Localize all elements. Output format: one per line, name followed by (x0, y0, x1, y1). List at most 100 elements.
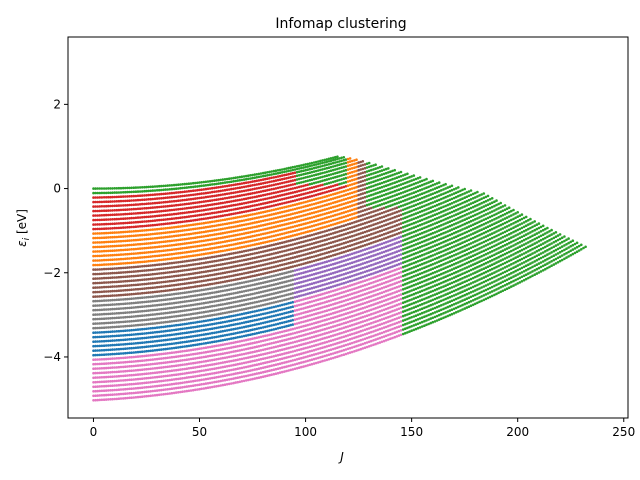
data-point (297, 189, 301, 193)
data-point (370, 164, 373, 168)
data-point (200, 275, 203, 279)
data-point (132, 216, 136, 220)
data-point (181, 247, 184, 250)
data-point (147, 193, 150, 197)
data-point (196, 192, 199, 196)
data-point (255, 195, 259, 198)
data-point (291, 216, 295, 220)
data-point (202, 213, 206, 216)
data-point (204, 187, 208, 191)
data-point (300, 240, 303, 244)
data-point (96, 196, 99, 199)
data-point (350, 274, 354, 278)
data-point (257, 190, 261, 194)
data-point (240, 250, 244, 253)
data-point (340, 220, 343, 224)
data-point (210, 291, 214, 295)
data-point (344, 172, 348, 176)
data-point (329, 259, 333, 262)
data-point (160, 197, 163, 200)
data-point (340, 260, 343, 263)
data-point (334, 172, 337, 175)
data-point (338, 178, 341, 182)
data-point (221, 262, 225, 266)
data-point (247, 174, 250, 177)
data-point (151, 210, 155, 214)
data-point (145, 189, 148, 193)
data-point (240, 198, 244, 201)
data-point (312, 174, 316, 177)
data-point (181, 278, 184, 281)
data-point (336, 171, 339, 174)
data-point (283, 201, 286, 205)
data-point (200, 222, 203, 225)
data-point (266, 201, 269, 204)
data-point (170, 315, 174, 319)
data-point (183, 194, 186, 198)
data-point (289, 172, 293, 175)
data-point (310, 178, 314, 181)
data-point (98, 214, 102, 217)
data-point (329, 206, 333, 209)
data-point (140, 220, 144, 223)
data-point (380, 251, 384, 254)
data-point (338, 160, 341, 163)
data-point (374, 171, 377, 174)
data-point (261, 174, 265, 178)
data-point (399, 170, 403, 174)
data-point (151, 313, 155, 316)
data-point (350, 270, 354, 273)
data-point (380, 169, 384, 172)
data-point (353, 174, 356, 177)
data-point (121, 204, 125, 207)
data-point (227, 184, 231, 187)
data-point (130, 212, 133, 215)
data-point (297, 177, 301, 181)
data-point (119, 275, 123, 279)
data-point (251, 234, 254, 238)
data-point (200, 244, 203, 247)
data-point (138, 186, 142, 189)
data-point (151, 241, 155, 245)
data-point (266, 181, 269, 184)
data-point (198, 218, 201, 221)
data-point (124, 217, 127, 220)
data-point (340, 211, 343, 215)
data-point (221, 285, 225, 288)
data-point (140, 265, 144, 268)
data-point (168, 204, 172, 208)
data-point (126, 186, 129, 190)
data-point (270, 239, 273, 243)
data-point (251, 226, 254, 229)
data-point (323, 161, 327, 164)
data-point (259, 190, 263, 193)
data-point (268, 177, 271, 180)
data-point (232, 195, 235, 199)
data-point (310, 182, 314, 185)
data-point (272, 195, 276, 199)
data-point (236, 194, 239, 198)
data-point (140, 296, 144, 300)
data-point (111, 253, 114, 257)
data-point (204, 204, 208, 207)
data-point (240, 290, 244, 294)
data-point (274, 183, 278, 186)
data-point (115, 204, 119, 207)
data-point (350, 191, 354, 195)
data-point (264, 201, 267, 205)
data-point (143, 198, 146, 201)
data-point (312, 170, 316, 173)
data-point (166, 213, 169, 217)
data-point (304, 168, 307, 172)
data-point (100, 209, 104, 213)
data-point (350, 261, 354, 265)
data-point (242, 189, 246, 193)
data-point (270, 235, 273, 238)
data-point (295, 186, 299, 189)
data-point (230, 187, 233, 191)
data-point (280, 174, 284, 177)
data-point (98, 205, 102, 208)
data-point (221, 298, 225, 302)
data-point (295, 165, 299, 168)
data-point (177, 203, 180, 207)
